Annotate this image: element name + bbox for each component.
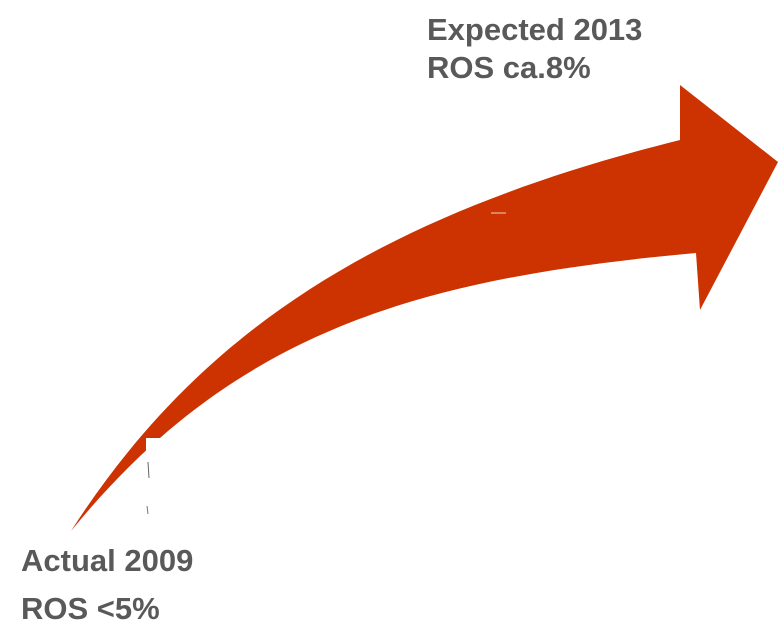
origin-year-text: Actual 2009 (21, 543, 194, 578)
target-ros-text: ROS ca.8% (427, 50, 591, 85)
artifact-mark (147, 461, 150, 479)
arrow-notch (146, 438, 170, 494)
origin-ros-text: ROS <5% (21, 591, 160, 626)
target-label: Expected 2013 ROS ca.8% (427, 11, 642, 87)
target-year-text: Expected 2013 (427, 12, 643, 47)
arrow-notch (150, 494, 166, 526)
artifact-mark (146, 505, 149, 515)
growth-arrow-shape (71, 85, 778, 531)
origin-label: Actual 2009 ROS <5% (21, 537, 193, 633)
